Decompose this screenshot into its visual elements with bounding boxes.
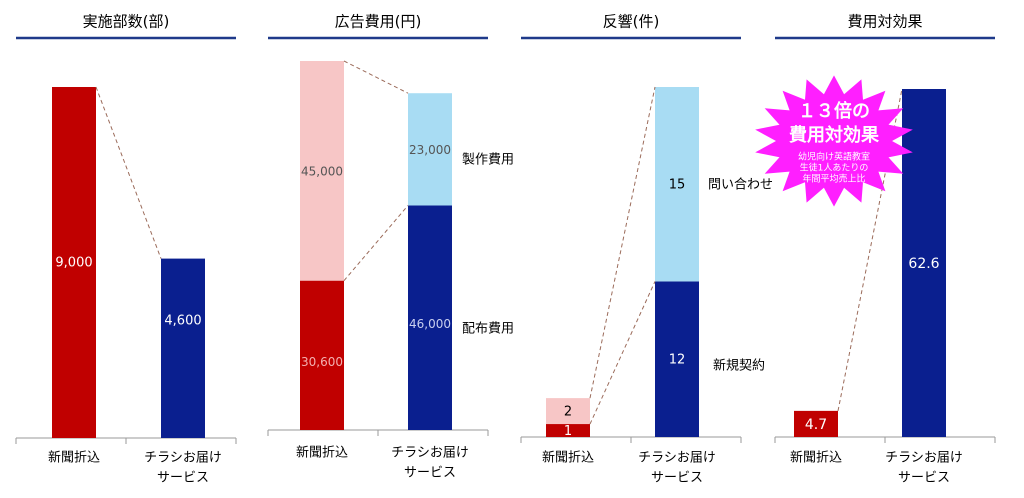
data-label: 4.7	[805, 417, 827, 433]
bar-segment	[408, 205, 452, 430]
x-tick-label: チラシお届け	[144, 451, 222, 466]
connector-line	[589, 86, 656, 399]
bar-segment	[546, 398, 590, 425]
data-label: 15	[669, 178, 686, 193]
data-label: 4,600	[164, 314, 201, 329]
bar-segment	[300, 61, 344, 281]
annotation-headline: 費用対効果	[789, 124, 880, 146]
bar-segment	[546, 424, 590, 437]
bar	[902, 89, 946, 437]
data-label: 23,000	[409, 143, 451, 157]
connector-line	[589, 281, 656, 425]
x-tick-label: 新聞折込	[790, 450, 842, 466]
panel-title: 広告費用(円)	[335, 13, 422, 31]
bar-segment	[408, 93, 452, 206]
segment-label: 問い合わせ	[708, 178, 773, 193]
data-label: 12	[669, 353, 686, 368]
data-label: 2	[564, 405, 572, 420]
bar-segment	[655, 87, 699, 282]
segment-label: 新規契約	[713, 358, 765, 374]
annotation-note: 幼児向け英語教室	[798, 151, 870, 163]
panel-title: 費用対効果	[847, 13, 922, 31]
x-tick-label: チラシお届け	[638, 451, 716, 466]
annotation-headline: １３倍の	[798, 100, 870, 122]
bar	[794, 410, 838, 437]
annotation-note: 年間平均売上比	[802, 173, 865, 185]
data-label: 45,000	[301, 164, 343, 178]
segment-label: 製作費用	[462, 153, 514, 168]
x-tick-label: サービス	[157, 471, 209, 486]
bar	[161, 258, 205, 438]
data-label: 46,000	[409, 317, 451, 331]
x-tick-label: サービス	[651, 471, 703, 486]
x-tick-label: 新聞折込	[542, 450, 594, 466]
connector-line	[343, 60, 409, 94]
x-tick-label: サービス	[898, 471, 950, 486]
data-label: 9,000	[55, 256, 92, 271]
bar	[52, 87, 96, 438]
bar-segment	[300, 280, 344, 430]
connector-line	[95, 86, 162, 259]
annotation-note: 生徒1人あたりの	[800, 162, 869, 174]
x-tick-label: チラシお届け	[391, 446, 469, 461]
x-tick-label: チラシお届け	[885, 451, 963, 466]
x-tick-label: 新聞折込	[296, 445, 348, 461]
data-label: 30,600	[301, 355, 343, 369]
data-label: 1	[564, 424, 572, 439]
connector-line	[343, 205, 409, 281]
starburst-badge	[755, 75, 913, 207]
x-tick-label: 新聞折込	[48, 450, 100, 466]
panel-title: 反響(件)	[603, 13, 660, 31]
segment-label: 配布費用	[462, 322, 514, 337]
x-tick-label: サービス	[404, 466, 456, 481]
panel-title: 実施部数(部)	[83, 13, 170, 31]
bar-segment	[655, 281, 699, 437]
data-label: 62.6	[908, 256, 939, 272]
